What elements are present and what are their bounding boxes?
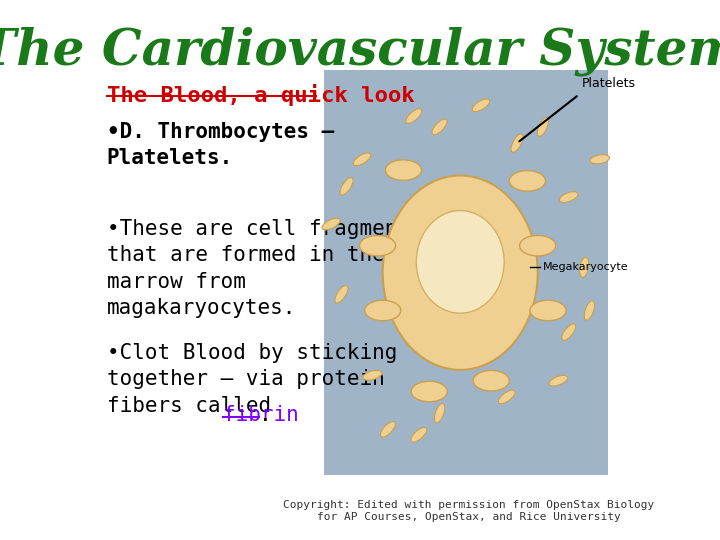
Text: Platelets: Platelets xyxy=(582,77,636,90)
Ellipse shape xyxy=(537,117,549,137)
Ellipse shape xyxy=(580,257,589,278)
Ellipse shape xyxy=(509,171,546,191)
Ellipse shape xyxy=(416,211,504,313)
Ellipse shape xyxy=(520,235,556,256)
Ellipse shape xyxy=(472,99,490,112)
Ellipse shape xyxy=(380,421,395,437)
Ellipse shape xyxy=(584,301,595,320)
Ellipse shape xyxy=(411,381,447,402)
Ellipse shape xyxy=(473,370,509,391)
Ellipse shape xyxy=(562,324,576,340)
Text: •Clot Blood by sticking
together – via protein
fibers called: •Clot Blood by sticking together – via p… xyxy=(107,343,397,416)
Text: fibrin: fibrin xyxy=(223,405,299,425)
Ellipse shape xyxy=(359,235,396,256)
Text: •These are cell fragment
that are formed in the bone
marrow from
magakaryocytes.: •These are cell fragment that are formed… xyxy=(107,219,448,318)
Text: •D. Thrombocytes –
Platelets.: •D. Thrombocytes – Platelets. xyxy=(107,122,334,168)
Ellipse shape xyxy=(354,153,371,166)
Ellipse shape xyxy=(383,176,538,370)
Text: Megakaryocyte: Megakaryocyte xyxy=(543,262,629,272)
Text: The Cardiovascular System: The Cardiovascular System xyxy=(0,27,720,77)
Text: The Blood, a quick look: The Blood, a quick look xyxy=(107,84,415,106)
Ellipse shape xyxy=(590,154,609,164)
Ellipse shape xyxy=(322,218,340,230)
Ellipse shape xyxy=(411,427,427,442)
Ellipse shape xyxy=(549,375,567,386)
FancyBboxPatch shape xyxy=(324,70,608,475)
Ellipse shape xyxy=(406,109,422,124)
Ellipse shape xyxy=(385,160,421,180)
Ellipse shape xyxy=(335,286,348,303)
Ellipse shape xyxy=(432,119,447,135)
Ellipse shape xyxy=(511,134,523,152)
Ellipse shape xyxy=(530,300,566,321)
Text: .: . xyxy=(259,405,272,425)
Ellipse shape xyxy=(340,178,353,195)
Ellipse shape xyxy=(498,390,515,404)
Ellipse shape xyxy=(364,300,401,321)
Text: Copyright: Edited with permission from OpenStax Biology
for AP Courses, OpenStax: Copyright: Edited with permission from O… xyxy=(283,500,654,522)
Ellipse shape xyxy=(363,370,382,380)
Ellipse shape xyxy=(559,192,578,202)
Ellipse shape xyxy=(434,403,445,423)
